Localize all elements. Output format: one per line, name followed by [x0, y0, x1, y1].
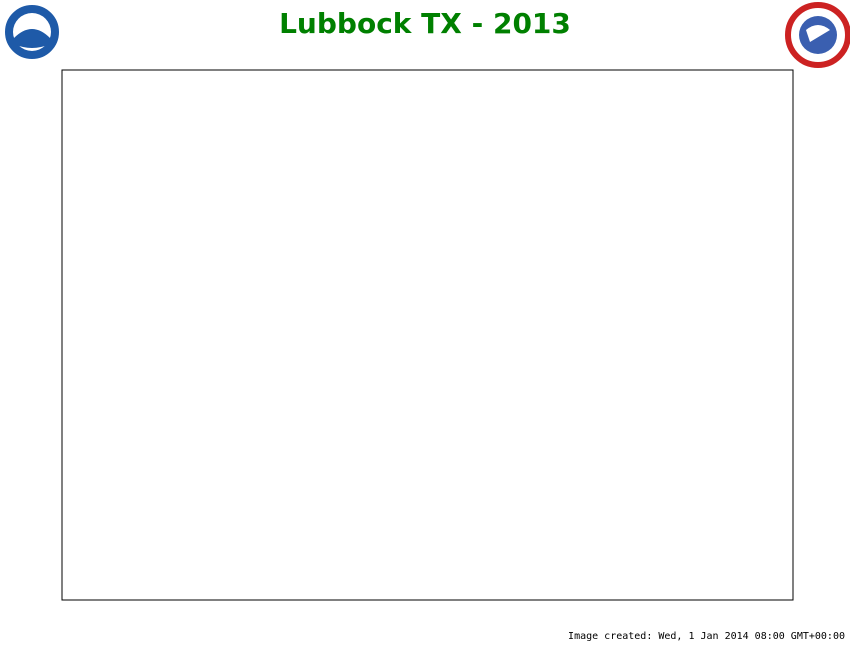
logo-cloud — [806, 25, 830, 42]
chart-title: Lubbock TX - 2013 — [279, 7, 571, 40]
footer: Image created: Wed, 1 Jan 2014 08:00 GMT… — [568, 631, 845, 642]
logo-wave — [14, 29, 50, 48]
noaa-logo — [3, 3, 61, 61]
plot-frame — [61, 69, 794, 601]
nws-logo — [785, 2, 850, 68]
